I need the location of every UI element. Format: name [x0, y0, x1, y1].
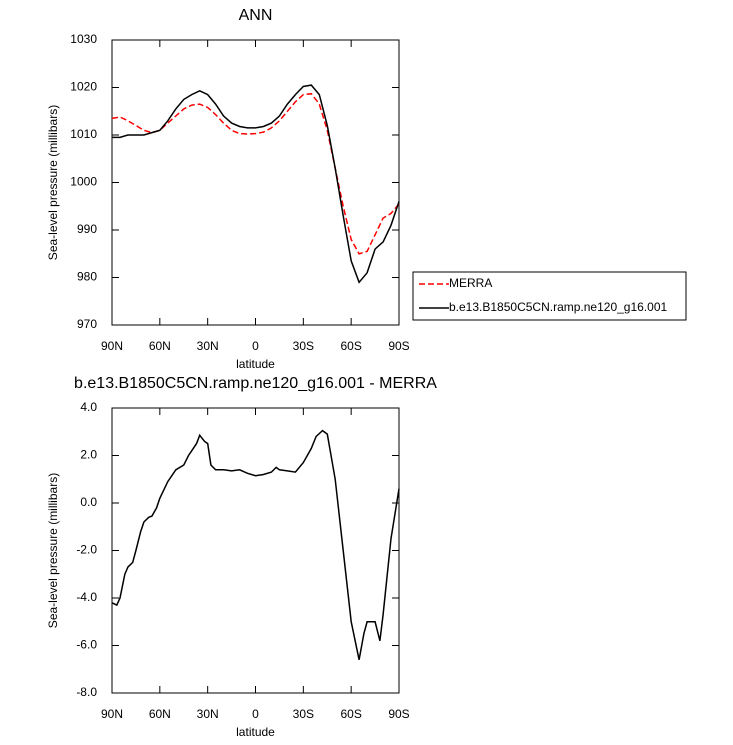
x-tick-label: 90S	[388, 707, 409, 721]
plot-frame	[111, 407, 400, 694]
y-tick-label: -4.0	[76, 590, 97, 604]
y-tick-label: -6.0	[76, 638, 97, 652]
legend-box	[412, 271, 687, 321]
x-tick-label: 60N	[149, 707, 171, 721]
x-tick-label: 90N	[101, 339, 123, 353]
legend-label: b.e13.B1850C5CN.ramp.ne120_g16.001	[449, 300, 667, 314]
y-tick-label: 2.0	[80, 448, 97, 462]
x-tick-label: 0	[252, 339, 259, 353]
x-axis-label: latitude	[236, 357, 275, 371]
y-tick-label: -2.0	[76, 543, 97, 557]
x-tick-label: 60N	[149, 339, 171, 353]
x-tick-label: 30S	[293, 339, 314, 353]
y-tick-label: 1010	[70, 127, 97, 141]
line-series	[111, 92, 400, 255]
line-series	[111, 429, 400, 660]
line-series	[112, 84, 400, 284]
y-tick-label: 1020	[70, 80, 97, 94]
y-tick-label: 1030	[70, 32, 97, 46]
y-tick-label: 0.0	[80, 495, 97, 509]
x-tick-label: 90S	[388, 339, 409, 353]
x-tick-label: 30S	[293, 707, 314, 721]
y-tick-label: 990	[77, 222, 97, 236]
y-tick-label: 980	[77, 270, 97, 284]
y-tick-label: 1000	[70, 175, 97, 189]
x-tick-label: 0	[252, 707, 259, 721]
x-tick-label: 60S	[340, 707, 361, 721]
y-tick-label: 4.0	[80, 400, 97, 414]
x-tick-label: 30N	[197, 339, 219, 353]
y-tick-label: -8.0	[76, 685, 97, 699]
chart-title: ANN	[239, 7, 273, 24]
legend-label: MERRA	[449, 276, 492, 290]
y-tick-label: 970	[77, 317, 97, 331]
x-axis-label: latitude	[236, 725, 275, 739]
y-axis-label: Sea-level pressure (millibars)	[46, 473, 60, 628]
x-tick-label: 90N	[101, 707, 123, 721]
x-tick-label: 30N	[197, 707, 219, 721]
y-axis-label: Sea-level pressure (millibars)	[46, 105, 60, 260]
chart-title: b.e13.B1850C5CN.ramp.ne120_g16.001 - MER…	[74, 375, 437, 392]
x-tick-label: 60S	[340, 339, 361, 353]
plot-frame	[111, 39, 400, 326]
